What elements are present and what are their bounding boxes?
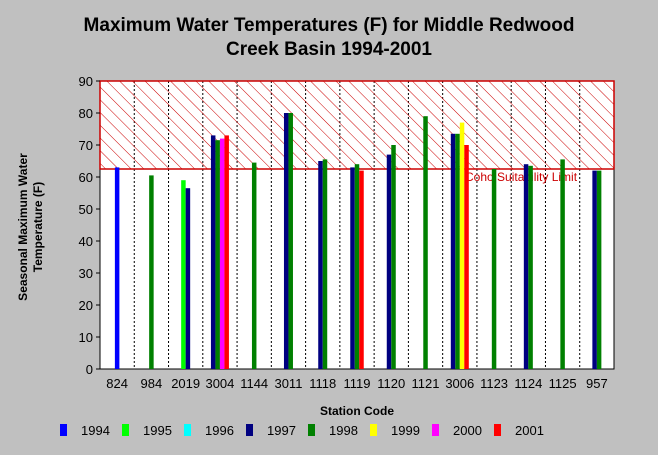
chart-title: Maximum Water Temperatures (F) for Middl… [83,15,575,36]
x-tick-label: 984 [141,376,163,391]
x-tick-label: 1144 [240,376,268,391]
legend-swatch [246,424,253,436]
bar-1997-3004 [210,135,216,369]
bar-1997-1119 [350,167,355,369]
bar-1997-3011 [283,113,289,369]
bar-1994-824 [114,167,120,369]
y-tick-label: 10 [79,330,93,345]
y-axis-label-line1: Seasonal Maximum Water [16,153,30,301]
y-tick-label: 20 [79,298,93,313]
y-tick-label: 50 [79,202,93,217]
bar-2001-1119 [359,170,364,369]
legend-swatch [432,424,439,436]
legend-label: 2001 [515,423,544,438]
y-axis-label-line2: Temperature (F) [31,181,45,273]
x-axis-label: Station Code [320,404,394,418]
y-tick-label: 30 [79,266,93,281]
legend-item: 1995 [122,423,172,439]
bar-1997-957 [592,170,597,369]
threshold-hatch [99,80,615,170]
legend-item: 2001 [494,423,544,439]
legend-swatch [60,424,67,436]
bar-1998-1123 [491,169,497,369]
bar-1998-3006 [455,133,460,369]
bars-group [114,113,602,369]
legend-swatch [122,424,129,436]
legend-swatch [184,424,191,436]
x-tick-label: 1119 [344,376,371,391]
legend-item: 1997 [246,423,296,439]
x-tick-label: 1125 [549,376,577,391]
y-axis-label: Seasonal Maximum Water Temperature (F) [16,132,46,322]
y-tick-label: 60 [79,170,93,185]
y-tick-label: 80 [79,106,93,121]
legend-item: 1998 [308,423,358,439]
bar-1998-3004 [215,140,220,369]
y-tick-label: 70 [79,138,93,153]
x-tick-label: 3006 [445,376,474,391]
x-tick-label: 957 [586,376,608,391]
legend-item: 1996 [184,423,234,439]
legend-swatch [308,424,315,436]
bar-1998-3011 [288,113,293,369]
bar-1998-957 [596,170,602,369]
y-axis: 0 10 20 30 40 50 60 70 80 90 [79,74,100,377]
y-tick-label: 90 [79,74,93,89]
x-tick-label: 1118 [309,376,336,391]
bar-1997-1118 [318,161,323,369]
legend-item: 1999 [370,423,420,439]
legend-label: 1999 [391,423,420,438]
chart-title-line2: Creek Basin 1994-2001 [226,39,432,60]
legend-swatch [494,424,501,436]
bar-2001-3006 [464,145,469,369]
legend-label: 1997 [267,423,296,438]
x-axis: 824 984 2019 3004 1144 3011 1118 1119 1120 1121 30… [106,376,607,391]
bar-1998-1119 [354,164,360,369]
legend-swatch [370,424,377,436]
legend-label: 1998 [329,423,358,438]
bar-1998-984 [149,175,154,369]
bar-2001-3004 [224,135,229,369]
x-tick-label: 3011 [274,376,302,391]
x-tick-label: 1123 [480,376,508,391]
y-tick-label: 40 [79,234,93,249]
bar-1998-1120 [391,145,396,369]
bar-2000-3004 [219,138,225,369]
x-tick-label: 824 [106,376,128,391]
bar-1998-1144 [251,162,257,369]
bar-1997-3006 [450,133,456,369]
bar-1998-1118 [322,159,328,369]
x-tick-label: 1121 [412,376,440,391]
x-tick-label: 1124 [514,376,542,391]
x-tick-label: 1120 [377,376,405,391]
legend-label: 1996 [205,423,234,438]
bar-1999-3006 [459,122,465,369]
x-tick-label: 3004 [205,376,234,391]
legend-label: 2000 [453,423,482,438]
bar-1998-1125 [560,159,565,369]
legend-label: 1995 [143,423,172,438]
bar-1997-2019 [185,188,191,369]
legend-label: 1994 [81,423,110,438]
bar-1998-1121 [423,116,428,369]
bar-1997-1120 [386,154,392,369]
legend-item: 2000 [432,423,482,439]
bar-1998-1124 [528,165,533,369]
y-tick-label: 0 [86,362,93,377]
threshold-zone: Coho Suitability Limit [99,80,615,184]
bar-1995-2019 [181,180,186,369]
legend-item: 1994 [60,423,110,439]
x-tick-label: 2019 [171,376,200,391]
bar-1997-1124 [523,164,529,369]
